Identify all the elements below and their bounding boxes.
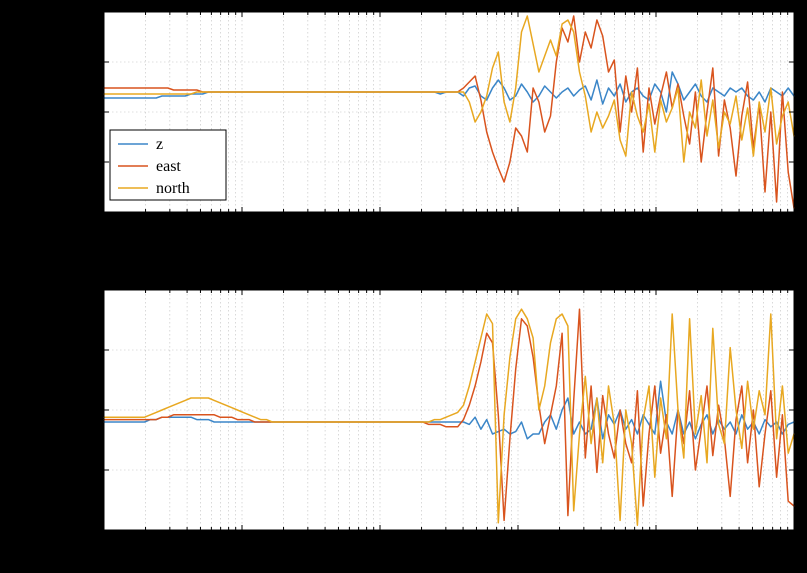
legend: z east north [110,130,226,200]
legend-label-east: east [156,158,181,175]
chart-figure: { "figure": { "width": 807, "height": 57… [0,0,807,573]
legend-label-z: z [156,136,163,153]
legend-label-north: north [156,180,190,197]
chart-svg: z east north [0,0,807,573]
